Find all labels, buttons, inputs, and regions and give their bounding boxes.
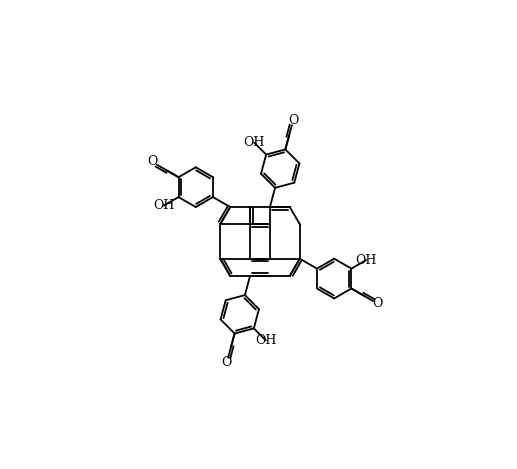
Text: O: O: [288, 113, 298, 127]
Text: OH: OH: [255, 334, 277, 347]
Text: O: O: [147, 156, 157, 168]
Text: OH: OH: [153, 199, 175, 212]
Text: OH: OH: [244, 136, 265, 149]
Text: OH: OH: [355, 254, 377, 267]
Text: O: O: [373, 297, 383, 310]
Text: O: O: [222, 356, 232, 370]
